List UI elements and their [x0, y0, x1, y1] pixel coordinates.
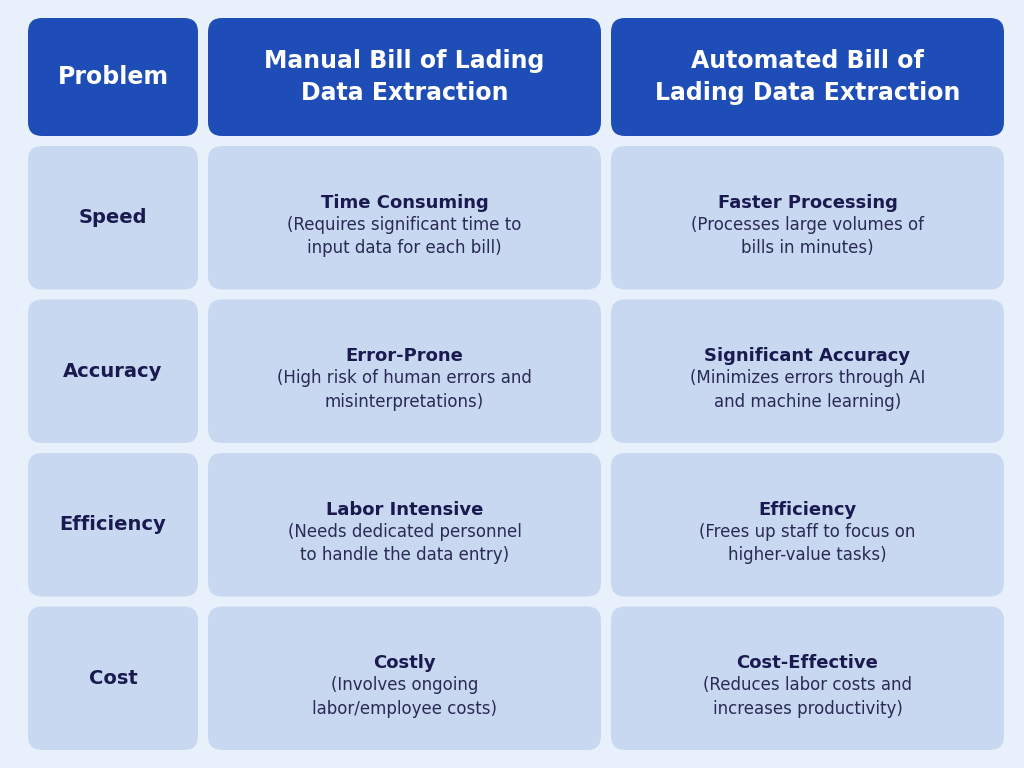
FancyBboxPatch shape: [208, 300, 601, 443]
Text: Automated Bill of
Lading Data Extraction: Automated Bill of Lading Data Extraction: [654, 49, 961, 104]
Text: (Minimizes errors through AI
and machine learning): (Minimizes errors through AI and machine…: [690, 369, 926, 411]
Text: Cost-Effective: Cost-Effective: [736, 654, 879, 672]
FancyBboxPatch shape: [28, 607, 198, 750]
Text: Costly: Costly: [373, 654, 436, 672]
FancyBboxPatch shape: [208, 18, 601, 136]
Text: Manual Bill of Lading
Data Extraction: Manual Bill of Lading Data Extraction: [264, 49, 545, 104]
Text: (Needs dedicated personnel
to handle the data entry): (Needs dedicated personnel to handle the…: [288, 523, 521, 564]
Text: Labor Intensive: Labor Intensive: [326, 501, 483, 518]
Text: (High risk of human errors and
misinterpretations): (High risk of human errors and misinterp…: [278, 369, 531, 411]
Text: (Reduces labor costs and
increases productivity): (Reduces labor costs and increases produ…: [703, 677, 912, 718]
FancyBboxPatch shape: [208, 453, 601, 597]
FancyBboxPatch shape: [28, 453, 198, 597]
FancyBboxPatch shape: [28, 18, 198, 136]
FancyBboxPatch shape: [611, 607, 1004, 750]
Text: Significant Accuracy: Significant Accuracy: [705, 347, 910, 366]
FancyBboxPatch shape: [611, 146, 1004, 290]
FancyBboxPatch shape: [611, 18, 1004, 136]
FancyBboxPatch shape: [208, 607, 601, 750]
Text: Error-Prone: Error-Prone: [345, 347, 464, 366]
Text: Problem: Problem: [57, 65, 169, 89]
Text: (Requires significant time to
input data for each bill): (Requires significant time to input data…: [288, 216, 521, 257]
Text: Cost: Cost: [89, 669, 137, 688]
FancyBboxPatch shape: [208, 146, 601, 290]
Text: Speed: Speed: [79, 208, 147, 227]
FancyBboxPatch shape: [611, 453, 1004, 597]
Text: (Involves ongoing
labor/employee costs): (Involves ongoing labor/employee costs): [312, 677, 497, 718]
Text: Efficiency: Efficiency: [759, 501, 857, 518]
FancyBboxPatch shape: [28, 300, 198, 443]
FancyBboxPatch shape: [611, 300, 1004, 443]
Text: Time Consuming: Time Consuming: [321, 194, 488, 212]
Text: Faster Processing: Faster Processing: [718, 194, 897, 212]
FancyBboxPatch shape: [28, 146, 198, 290]
Text: (Frees up staff to focus on
higher-value tasks): (Frees up staff to focus on higher-value…: [699, 523, 915, 564]
Text: Accuracy: Accuracy: [63, 362, 163, 381]
Text: Efficiency: Efficiency: [59, 515, 166, 535]
Text: (Processes large volumes of
bills in minutes): (Processes large volumes of bills in min…: [691, 216, 924, 257]
